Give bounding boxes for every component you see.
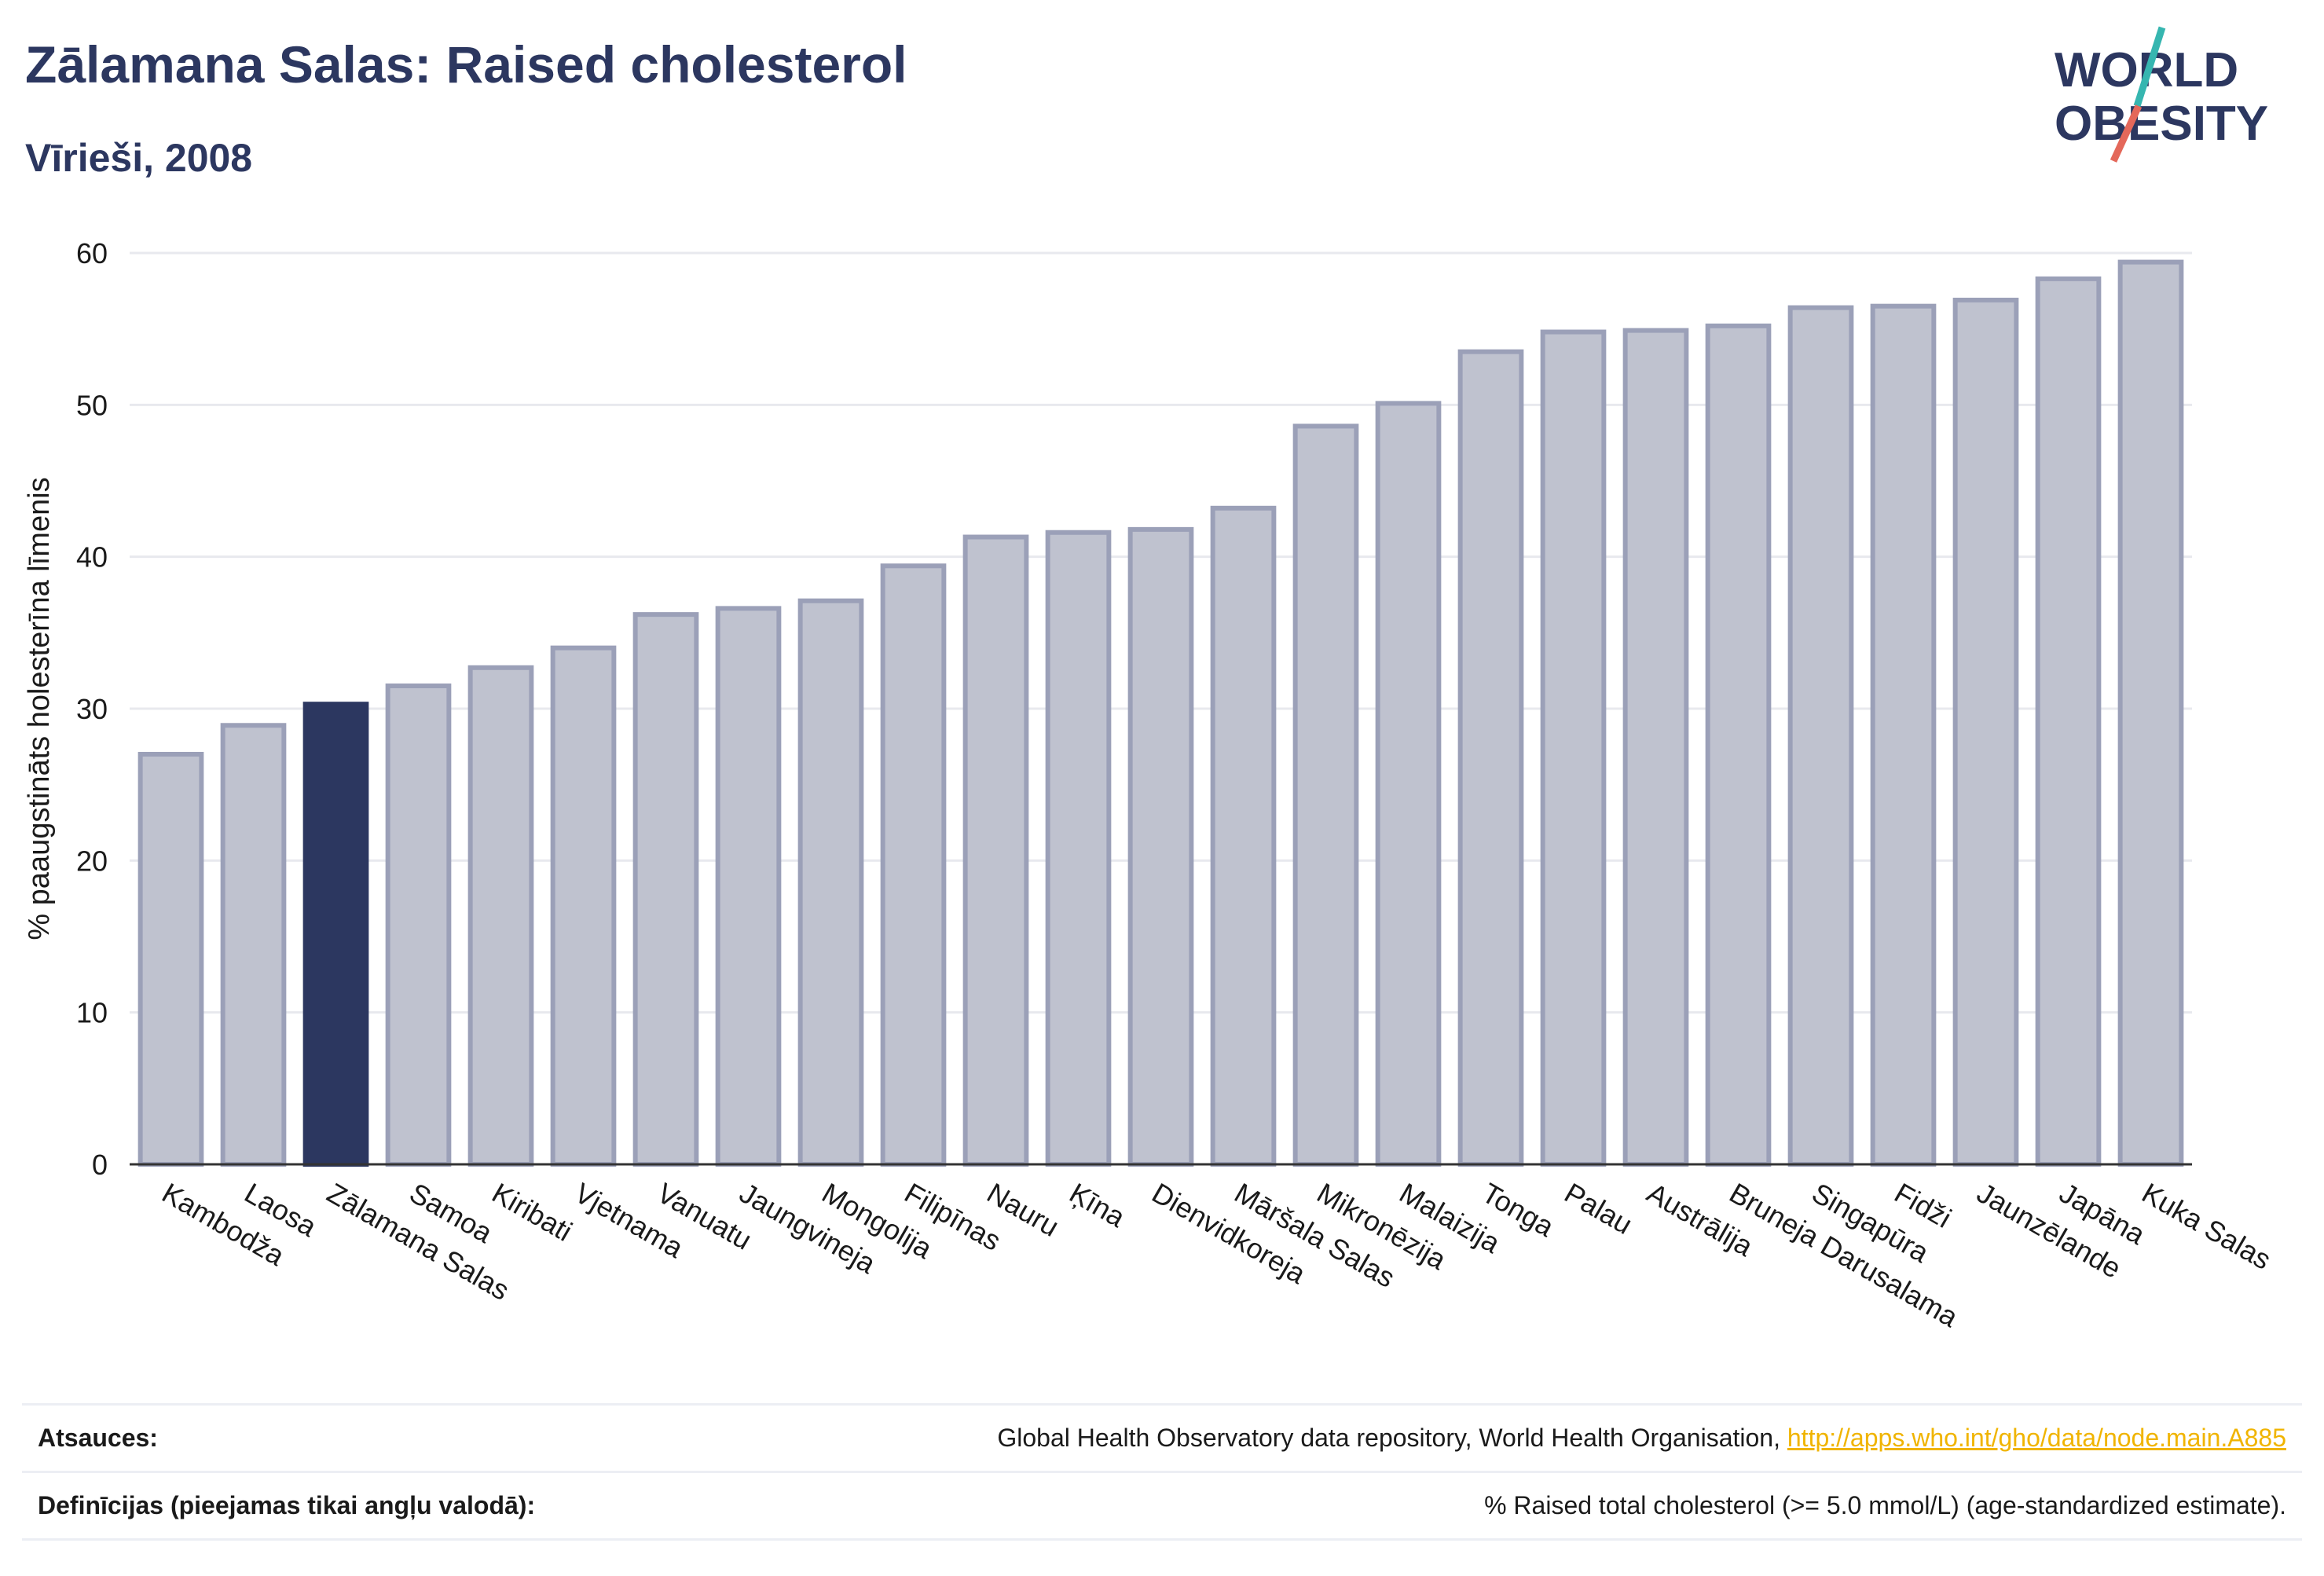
x-tick-label: Kiribati [487, 1176, 578, 1248]
x-tick-label: Kuka Salas [2137, 1176, 2277, 1276]
footer-divider-top [22, 1403, 2302, 1406]
bar[interactable] [1787, 305, 1854, 1167]
bar[interactable] [1375, 401, 1442, 1167]
logo-slash-red [2110, 104, 2143, 163]
footer: Atsauces: Global Health Observatory data… [22, 1403, 2302, 1541]
footer-definitions-row: Definīcijas (pieejamas tikai angļu valod… [22, 1474, 2302, 1537]
bar[interactable] [1705, 323, 1772, 1167]
chart-subtitle: Vīrieši, 2008 [25, 136, 253, 180]
y-tick-label: 30 [76, 693, 108, 725]
bar[interactable] [467, 665, 534, 1167]
chart-title: Zālamana Salas: Raised cholesterol [25, 35, 907, 93]
definitions-value: % Raised total cholesterol (>= 5.0 mmol/… [1484, 1490, 2286, 1519]
y-tick-label: 40 [76, 541, 108, 574]
bar[interactable] [220, 723, 287, 1167]
footer-divider-middle [22, 1471, 2302, 1473]
bar[interactable] [1210, 505, 1277, 1167]
bar[interactable] [1045, 530, 1112, 1167]
y-tick-label: 60 [76, 237, 108, 269]
bar[interactable] [1292, 423, 1359, 1167]
bar[interactable] [962, 534, 1029, 1167]
sources-text: Global Health Observatory data repositor… [997, 1423, 1787, 1452]
sources-value: Global Health Observatory data repositor… [997, 1424, 2302, 1453]
bars [137, 259, 2184, 1167]
bar[interactable] [1870, 303, 1937, 1167]
bar[interactable] [1127, 526, 1194, 1167]
y-tick-label: 50 [76, 389, 108, 421]
bar[interactable] [1952, 297, 2019, 1167]
bar[interactable] [385, 684, 452, 1167]
x-tick-label: Ķīna [1065, 1176, 1131, 1233]
bar[interactable] [797, 598, 864, 1167]
sources-link[interactable]: http://apps.who.int/gho/data/node.main.A… [1787, 1423, 2286, 1452]
definitions-label: Definīcijas (pieejamas tikai angļu valod… [38, 1490, 536, 1519]
y-axis-label: % paaugstināts holesterīna līmenis [23, 477, 56, 940]
bar[interactable] [550, 645, 617, 1167]
footer-sources-row: Atsauces: Global Health Observatory data… [22, 1406, 2302, 1469]
world-obesity-logo[interactable]: WORLD OBESITY [2043, 24, 2310, 173]
y-tick-labels: 0 10 20 30 40 50 60 [76, 237, 108, 1181]
bar[interactable] [2117, 259, 2184, 1167]
logo-line2: OBESITY [2055, 97, 2268, 151]
logo-slash-teal [2133, 26, 2166, 108]
bar-highlighted[interactable] [302, 702, 369, 1167]
y-tick-label: 0 [92, 1149, 108, 1181]
bar[interactable] [137, 752, 204, 1167]
x-tick-label: Palau [1560, 1176, 1638, 1241]
bar[interactable] [2035, 276, 2102, 1167]
bar[interactable] [1457, 349, 1524, 1167]
bar[interactable] [715, 606, 782, 1167]
bar[interactable] [880, 563, 947, 1167]
sources-label: Atsauces: [38, 1423, 158, 1452]
bar[interactable] [632, 612, 699, 1167]
bar[interactable] [1622, 328, 1689, 1167]
footer-divider-bottom [22, 1538, 2302, 1541]
bar[interactable] [1540, 329, 1607, 1167]
y-tick-label: 10 [76, 997, 108, 1029]
y-tick-label: 20 [76, 845, 108, 877]
